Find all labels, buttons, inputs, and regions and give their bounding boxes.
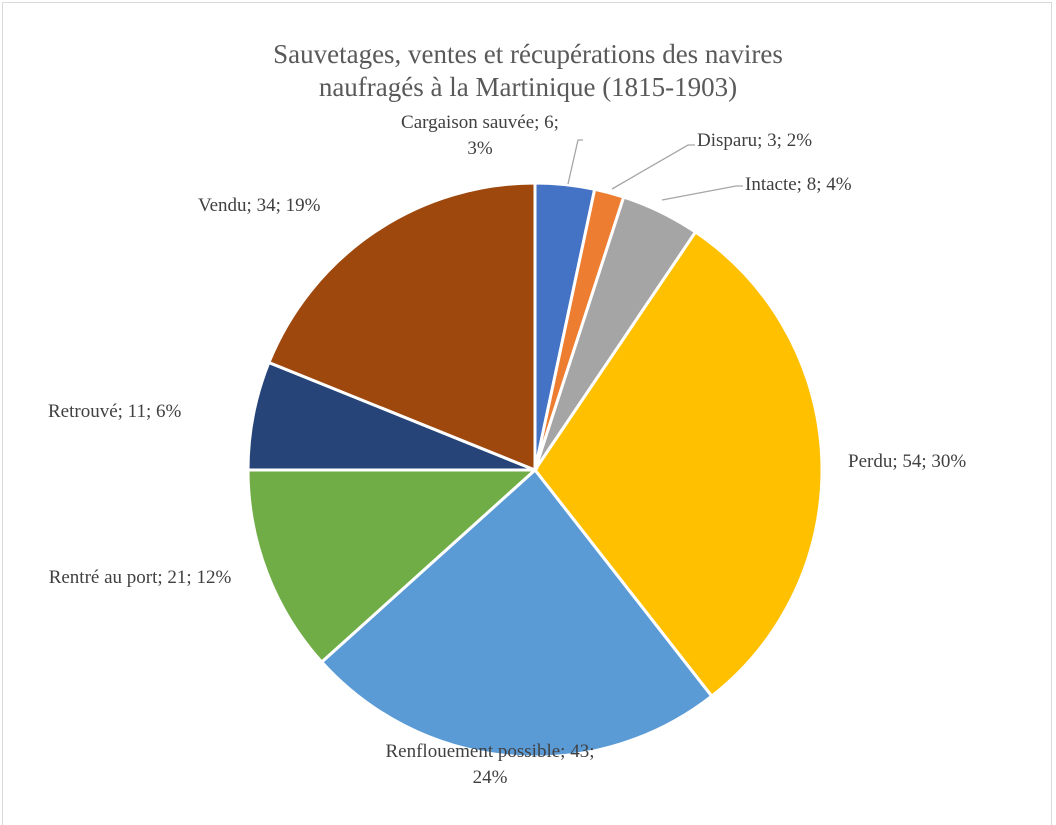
leader-line: [661, 185, 743, 201]
data-label: Renflouement possible; 43; 24%: [385, 741, 595, 788]
pie-slice: [246, 468, 539, 665]
data-label: Intacte; 8; 4%: [745, 174, 852, 195]
pie-slice: [533, 229, 824, 699]
data-label: Perdu; 54; 30%: [848, 451, 967, 472]
leader-line: [567, 139, 583, 185]
leader-line: [611, 144, 695, 190]
pie-slice: [319, 467, 714, 759]
data-label: Retrouvé; 11; 6%: [48, 401, 182, 422]
chart-title: Sauvetages, ventes et récupérations des …: [273, 39, 783, 102]
data-label: Disparu; 3; 2%: [697, 130, 813, 151]
data-label: Vendu; 34; 19%: [198, 195, 321, 216]
data-label: Rentré au port; 21; 12%: [48, 567, 232, 588]
pie-slice: [266, 181, 537, 473]
data-label: Cargaison sauvée; 6; 3%: [401, 112, 559, 159]
